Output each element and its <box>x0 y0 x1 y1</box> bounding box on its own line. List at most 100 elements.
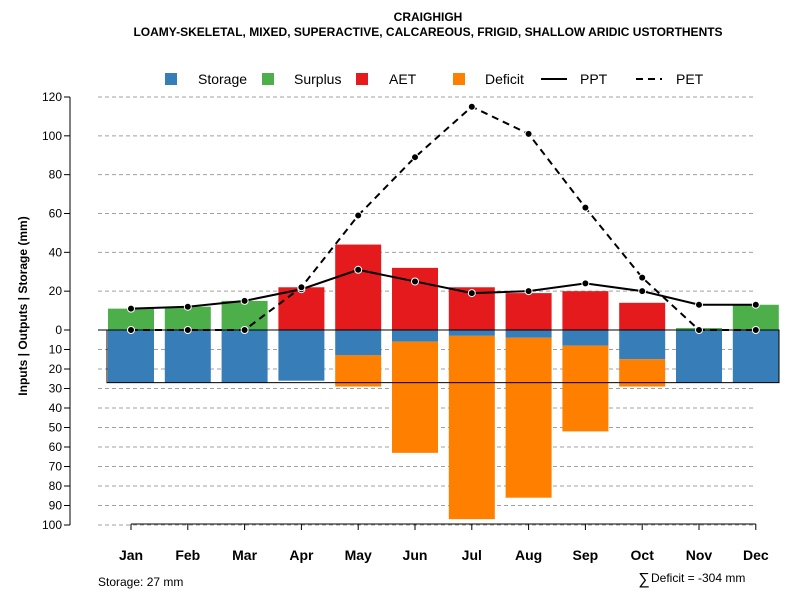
x-tick-label-sep: Sep <box>573 547 599 563</box>
lines <box>127 102 760 334</box>
bar-storage-nov <box>676 330 722 383</box>
bar-storage-sep <box>562 330 609 346</box>
y-tick-label: 40 <box>49 245 63 259</box>
x-tick-label-may: May <box>345 547 372 563</box>
y-tick-label: 60 <box>49 440 63 454</box>
y-tick-label: 70 <box>49 460 63 474</box>
point-pet-oct <box>638 273 647 282</box>
point-ppt-jun <box>411 277 419 286</box>
storage-footnote: Storage: 27 mm <box>98 575 183 589</box>
chart-subtitle: LOAMY-SKELETAL, MIXED, SUPERACTIVE, CALC… <box>133 25 722 39</box>
line-ppt <box>130 268 756 310</box>
bar-deficit-sep <box>562 345 609 432</box>
x-tick-label-feb: Feb <box>175 547 200 563</box>
bar-storage-oct <box>619 330 666 360</box>
y-tick-label: 20 <box>49 362 63 376</box>
y-tick-label: 40 <box>49 401 63 415</box>
legend-label-deficit: Deficit <box>485 71 524 87</box>
legend-swatch-aet <box>356 73 368 85</box>
point-pet-sep <box>581 203 590 212</box>
y-tick-label: 10 <box>49 343 63 357</box>
chart-title: CRAIGHIGH <box>394 10 463 24</box>
x-tick-label-mar: Mar <box>232 547 257 563</box>
y-tick-label: 20 <box>49 284 63 298</box>
bar-deficit-jul <box>448 335 495 520</box>
y-tick-label: 100 <box>42 518 62 532</box>
point-ppt-aug <box>524 287 533 296</box>
bar-aet-sep <box>562 291 609 330</box>
bar-surplus-mar <box>221 300 268 330</box>
x-tick-label-dec: Dec <box>743 547 769 563</box>
point-pet-nov <box>695 326 703 334</box>
point-ppt-may <box>354 265 363 274</box>
point-pet-jul <box>467 102 476 111</box>
y-tick-label: 60 <box>49 206 63 220</box>
y-tick-label: 120 <box>42 90 62 104</box>
bar-aet-oct <box>619 302 666 330</box>
point-pet-mar <box>240 326 249 334</box>
point-ppt-nov <box>695 300 703 309</box>
point-pet-jan <box>127 326 135 334</box>
point-ppt-jul <box>467 289 476 298</box>
bar-storage-jan <box>108 330 154 383</box>
bar-aet-may <box>335 244 382 330</box>
bar-storage-jul <box>448 330 495 336</box>
x-tick-label-jan: Jan <box>119 547 143 563</box>
deficit-footnote: Deficit = -304 mm <box>651 571 745 585</box>
y-tick-label: 30 <box>49 382 63 396</box>
legend-label-surplus: Surplus <box>294 71 341 87</box>
x-tick-label-oct: Oct <box>631 547 655 563</box>
point-ppt-sep <box>581 279 590 288</box>
legend-swatch-deficit <box>453 73 465 85</box>
bar-storage-may <box>335 330 382 356</box>
point-ppt-dec <box>751 300 760 309</box>
bar-deficit-may <box>335 355 382 387</box>
bar-storage-jun <box>392 330 438 342</box>
bar-surplus-jan <box>108 308 154 330</box>
sum-icon: ∑ <box>638 571 649 588</box>
y-tick-label: 80 <box>49 479 63 493</box>
point-ppt-feb <box>183 302 192 311</box>
point-ppt-oct <box>638 287 647 296</box>
legend-label-storage: Storage <box>198 71 247 87</box>
bar-storage-aug <box>505 330 552 338</box>
bar-aet-apr <box>278 287 325 330</box>
y-tick-label: 50 <box>49 421 63 435</box>
bar-aet-aug <box>505 293 552 330</box>
x-tick-label-jun: Jun <box>403 547 428 563</box>
bar-deficit-jun <box>392 341 438 453</box>
bars <box>108 244 779 520</box>
point-pet-aug <box>524 129 533 138</box>
bar-storage-feb <box>164 330 211 383</box>
axes: 120 100 80 60 40 20 0 10 20 30 40 50 60 70 80 90 100 Jan F… <box>42 90 780 563</box>
point-pet-jun <box>411 153 419 162</box>
point-ppt-jan <box>127 304 135 313</box>
bar-storage-dec <box>732 330 779 383</box>
legend-swatch-storage <box>165 73 177 85</box>
point-pet-dec <box>751 326 760 334</box>
bar-storage-apr <box>278 330 325 381</box>
legend: Storage Surplus AET Deficit PPT PET <box>165 71 704 87</box>
bar-storage-mar <box>221 330 268 383</box>
y-tick-label: 100 <box>42 129 62 143</box>
point-pet-may <box>354 211 363 220</box>
legend-swatch-surplus <box>262 73 274 85</box>
point-ppt-mar <box>240 296 249 305</box>
y-tick-label: 80 <box>49 168 63 182</box>
point-pet-feb <box>183 326 192 334</box>
x-tick-label-aug: Aug <box>515 547 542 563</box>
y-axis-label: Inputs | Outputs | Storage (mm) <box>16 216 30 395</box>
bar-surplus-feb <box>164 306 211 330</box>
y-tick-label: 90 <box>49 499 63 513</box>
y-tick-label: 0 <box>55 323 62 337</box>
x-tick-label-jul: Jul <box>462 547 482 563</box>
point-pet-apr <box>297 283 306 292</box>
bar-deficit-oct <box>619 359 666 387</box>
x-tick-label-apr: Apr <box>289 547 314 563</box>
bar-surplus-dec <box>732 304 779 330</box>
legend-label-aet: AET <box>389 71 417 87</box>
bar-deficit-aug <box>505 337 552 498</box>
legend-label-pet: PET <box>676 71 704 87</box>
legend-label-ppt: PPT <box>580 71 608 87</box>
